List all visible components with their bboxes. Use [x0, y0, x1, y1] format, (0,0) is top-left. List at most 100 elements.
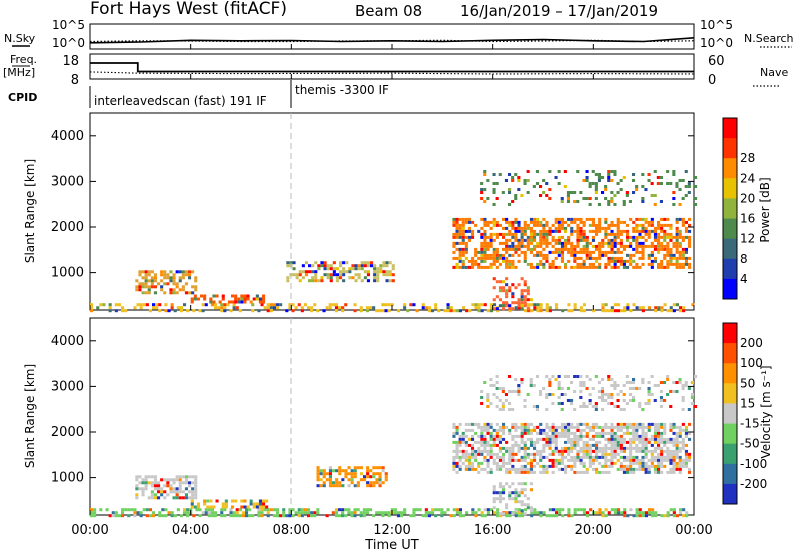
data-cell: [582, 422, 586, 426]
data-cell: [672, 443, 676, 447]
data-cell: [483, 173, 487, 176]
data-cell: [335, 279, 339, 283]
data-cell: [638, 244, 642, 248]
data-cell: [629, 443, 633, 447]
data-cell: [591, 170, 595, 173]
data-cell: [384, 303, 388, 307]
data-cell: [626, 458, 630, 462]
data-cell: [169, 279, 173, 283]
data-cell: [598, 247, 602, 251]
data-cell: [679, 309, 683, 313]
data-cell: [511, 437, 515, 441]
data-cell: [635, 461, 639, 465]
data-cell: [536, 461, 540, 465]
data-cell: [557, 461, 561, 465]
data-cell: [613, 449, 617, 453]
data-cell: [492, 428, 496, 432]
data-cell: [388, 273, 392, 277]
data-cell: [511, 253, 515, 257]
data-cell: [678, 428, 682, 432]
data-cell: [616, 437, 620, 441]
data-cell: [350, 475, 354, 479]
data-cell: [641, 197, 645, 200]
data-cell: [523, 223, 527, 227]
data-cell: [653, 470, 657, 474]
data-cell: [644, 220, 648, 224]
data-cell: [635, 247, 639, 251]
data-cell: [520, 378, 524, 381]
data-cell: [266, 303, 270, 307]
data-cell: [564, 431, 568, 435]
data-cell: [588, 428, 592, 432]
data-cell: [150, 282, 154, 286]
data-cell: [576, 229, 580, 233]
data-cell: [375, 466, 379, 470]
data-cell: [555, 511, 559, 515]
data-cell: [194, 484, 198, 488]
data-cell: [595, 422, 599, 426]
data-cell: [684, 259, 688, 263]
data-cell: [610, 259, 614, 263]
data-cell: [480, 303, 484, 307]
data-cell: [207, 514, 211, 518]
data-cell: [576, 508, 580, 512]
data-cell: [539, 194, 543, 197]
data-cell: [486, 396, 490, 399]
data-cell: [672, 244, 676, 248]
data-cell: [517, 443, 521, 447]
data-cell: [526, 292, 530, 296]
data-cell: [480, 232, 484, 236]
data-cell: [613, 259, 617, 263]
data-cell: [323, 267, 327, 271]
data-cell: [301, 276, 305, 280]
data-cell: [573, 250, 577, 254]
data-cell: [526, 191, 530, 194]
data-cell: [582, 229, 586, 233]
data-cell: [560, 458, 564, 462]
data-cell: [495, 452, 499, 456]
data-cell: [554, 229, 558, 233]
data-cell: [511, 292, 515, 296]
data-cell: [610, 238, 614, 242]
data-cell: [613, 223, 617, 227]
data-cell: [650, 265, 654, 269]
data-cell: [382, 261, 386, 265]
data-cell: [514, 286, 518, 290]
data-cell: [344, 514, 348, 518]
data-cell: [455, 443, 459, 447]
data-cell: [595, 232, 599, 236]
data-cell: [328, 303, 332, 307]
data-cell: [632, 434, 636, 438]
data-cell: [529, 437, 533, 441]
data-cell: [173, 514, 177, 518]
data-cell: [523, 428, 527, 432]
data-cell: [529, 422, 533, 426]
data-cell: [641, 446, 645, 450]
data-cell: [495, 422, 499, 426]
data-cell: [508, 247, 512, 251]
data-cell: [452, 461, 456, 465]
data-cell: [167, 511, 171, 515]
data-cell: [653, 259, 657, 263]
data-cell: [179, 306, 183, 310]
data-cell: [607, 232, 611, 236]
data-cell: [328, 469, 332, 473]
data-cell: [651, 511, 655, 515]
data-cell: [545, 422, 549, 426]
data-cell: [514, 194, 518, 197]
data-cell: [666, 259, 670, 263]
data-cell: [172, 487, 176, 491]
data-cell: [657, 446, 661, 450]
data-cell: [588, 217, 592, 221]
data-cell: [551, 235, 555, 239]
data-cell: [650, 393, 654, 396]
data-cell: [313, 303, 317, 307]
data-cell: [505, 503, 509, 507]
data-cell: [620, 511, 624, 515]
data-cell: [314, 261, 318, 265]
data-cell: [297, 511, 301, 515]
data-cell: [376, 267, 380, 271]
data-cell: [489, 241, 493, 245]
data-cell: [551, 393, 555, 396]
